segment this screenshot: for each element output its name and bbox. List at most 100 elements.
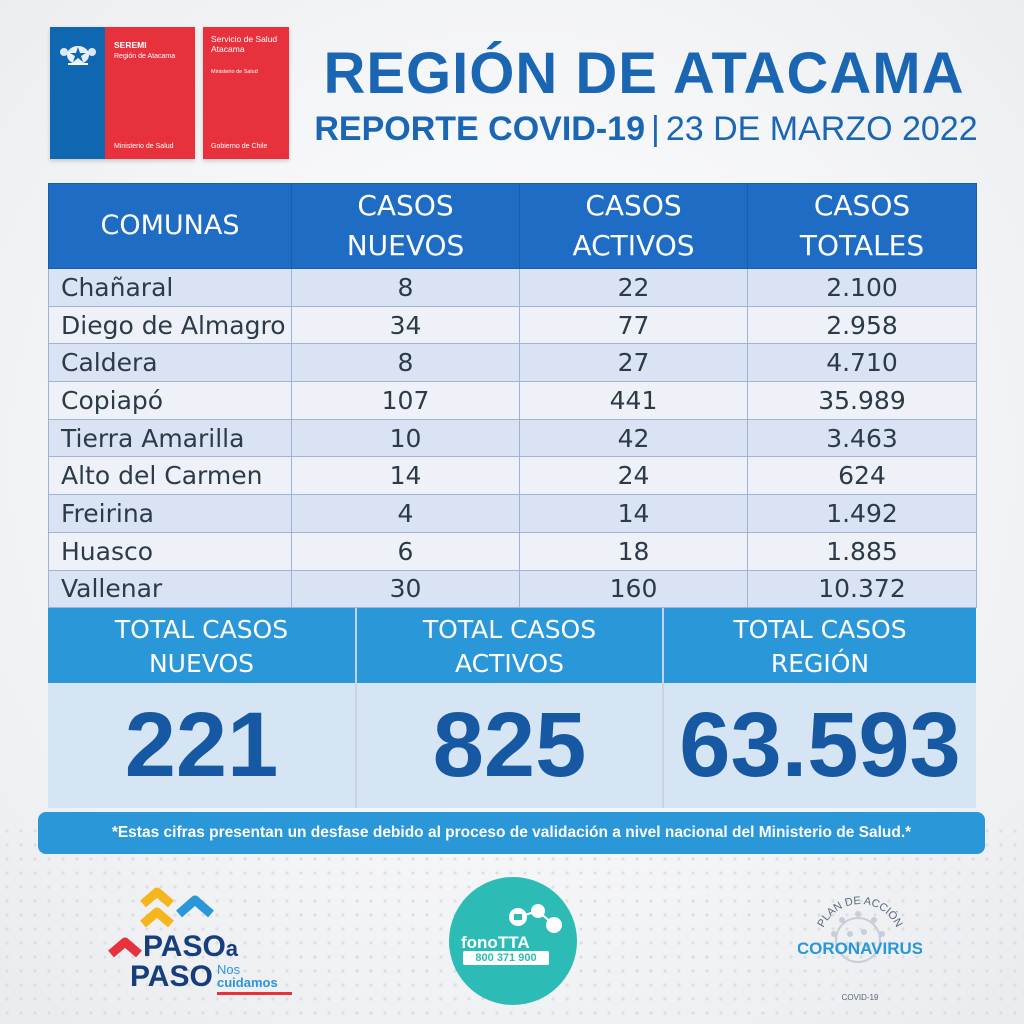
cell-comuna: Huasco [48,531,292,571]
cell-totales: 1.885 [747,531,977,571]
corona-main-text: CORONAVIRUS [798,939,922,958]
cell-activos: 441 [519,381,748,420]
table-row: Huasco 6 18 1.885 [48,531,977,571]
cell-comuna: Alto del Carmen [48,456,292,496]
total-casos-activos: TOTAL CASOS ACTIVOS 825 [357,608,664,808]
header-casos-totales-line1: CASOS [813,189,911,222]
cell-totales: 4.710 [747,343,977,383]
fonotta-logo: fonoTTA 800 371 900 [449,877,577,1005]
plan-accion-coronavirus-logo: PLAN DE ACCIÓN CORONAVIRUS COVID-19 [798,895,922,1002]
fonotta-name: fonoTTA [461,933,530,952]
seremi-logo-line1: SEREMI [114,40,147,50]
header-comunas: COMUNAS [48,183,292,269]
chevron-up-icon [140,887,214,928]
table-row: Freirina 4 14 1.492 [48,494,977,533]
header-casos-nuevos: CASOS NUEVOS [291,183,520,269]
header-casos-totales-line2: TOTALES [799,229,925,262]
total-region-label-line1: TOTAL CASOS [733,615,907,644]
cell-nuevos: 4 [291,494,520,533]
virus-icon [831,911,885,963]
report-date: 23 DE MARZO 2022 [665,110,978,148]
servicio-logo-line2: Ministerio de Salud [211,69,258,75]
header-casos-activos: CASOS ACTIVOS [519,183,748,269]
cuidamos-text: cuidamos [217,975,278,990]
total-casos-region: TOTAL CASOS REGIÓN 63.593 [664,608,976,808]
cell-nuevos: 8 [291,268,520,307]
cell-activos: 42 [519,418,748,458]
chile-crest-icon [60,46,96,65]
disclaimer-note: *Estas cifras presentan un desfase debid… [38,812,985,854]
seremi-logo-line3: Ministerio de Salud [114,142,174,150]
cell-nuevos: 107 [291,381,520,420]
table-row: Copiapó 107 441 35.989 [48,381,977,420]
cell-activos: 77 [519,305,748,345]
cell-nuevos: 34 [291,305,520,345]
total-activos-label: TOTAL CASOS ACTIVOS [357,608,662,683]
header-casos-totales: CASOS TOTALES [747,183,977,269]
total-nuevos-value: 221 [48,683,355,808]
cell-activos: 14 [519,494,748,533]
cell-totales: 35.989 [747,381,977,420]
page-title: REGIÓN DE ATACAMA [323,41,965,106]
cell-comuna: Copiapó [48,381,292,420]
servicio-logo-line1: Servicio de Salud Atacama [211,34,278,54]
cell-activos: 18 [519,531,748,571]
cases-table: COMUNAS CASOS NUEVOS CASOS ACTIVOS CASOS TO… [48,183,977,609]
table-row: Chañaral 8 22 2.100 [48,268,977,307]
header-casos-nuevos-line2: NUEVOS [346,229,465,262]
report-subtitle: REPORTE COVID-19 | 23 DE MARZO 2022 [306,110,986,149]
cell-totales: 2.958 [747,305,977,345]
cell-totales: 10.372 [747,569,977,609]
table-header-row: COMUNAS CASOS NUEVOS CASOS ACTIVOS CASOS TO… [48,183,977,269]
phone-network-icon [509,904,562,933]
total-nuevos-label-line1: TOTAL CASOS [114,615,289,644]
seremi-logo: SEREMI Región de Atacama Ministerio de S… [50,27,195,159]
table-row: Caldera 8 27 4.710 [48,343,977,383]
cell-nuevos: 10 [291,418,520,458]
cell-nuevos: 14 [291,456,520,496]
paso-word-1-text: PASO [143,930,226,963]
total-activos-label-line2: ACTIVOS [455,649,564,678]
total-activos-label-line1: TOTAL CASOS [422,615,597,644]
header-casos-activos-line1: CASOS [585,189,682,222]
cell-totales: 2.100 [747,268,977,307]
cell-nuevos: 30 [291,569,520,609]
cell-comuna: Diego de Almagro [48,305,292,345]
seremi-logo-line2: Región de Atacama [114,53,176,60]
paso-a-paso-logo: PASOa PASO Nos cuidamos [105,882,295,1002]
total-region-label: TOTAL CASOS REGIÓN [664,608,976,683]
table-row: Vallenar 30 160 10.372 [48,569,977,609]
total-nuevos-label: TOTAL CASOS NUEVOS [48,608,355,683]
paso-word-1-suffix: a [225,936,239,961]
cell-activos: 22 [519,268,748,307]
table-row: Diego de Almagro 34 77 2.958 [48,305,977,345]
cell-comuna: Tierra Amarilla [48,418,292,458]
total-activos-value: 825 [357,683,662,808]
cell-totales: 624 [747,456,977,496]
cell-nuevos: 6 [291,531,520,571]
cell-comuna: Freirina [48,494,292,533]
report-name: REPORTE COVID-19 [314,110,645,148]
header-casos-activos-line2: ACTIVOS [572,229,695,262]
total-nuevos-label-line2: NUEVOS [148,649,254,678]
logo-blue-band [50,27,105,159]
paso-word-1: PASOa [143,932,238,964]
servicio-logo-line3: Gobierno de Chile [211,142,268,150]
servicio-salud-logo: Servicio de Salud Atacama Ministerio de … [203,27,289,159]
total-region-label-line2: REGIÓN [770,649,870,678]
cell-comuna: Chañaral [48,268,292,307]
table-row: Tierra Amarilla 10 42 3.463 [48,418,977,458]
total-casos-nuevos: TOTAL CASOS NUEVOS 221 [48,608,357,808]
cell-comuna: Caldera [48,343,292,383]
corona-bottom-text: COVID-19 [842,993,879,1002]
total-region-value: 63.593 [664,683,976,808]
header-casos-nuevos-line1: CASOS [357,189,454,222]
cell-nuevos: 8 [291,343,520,383]
cell-activos: 24 [519,456,748,496]
paso-word-2: PASO [130,960,213,993]
cell-activos: 160 [519,569,748,609]
cell-totales: 3.463 [747,418,977,458]
totals-panel: TOTAL CASOS NUEVOS 221 TOTAL CASOS ACTIV… [48,608,976,808]
cell-activos: 27 [519,343,748,383]
nos-text: Nos [217,962,241,977]
